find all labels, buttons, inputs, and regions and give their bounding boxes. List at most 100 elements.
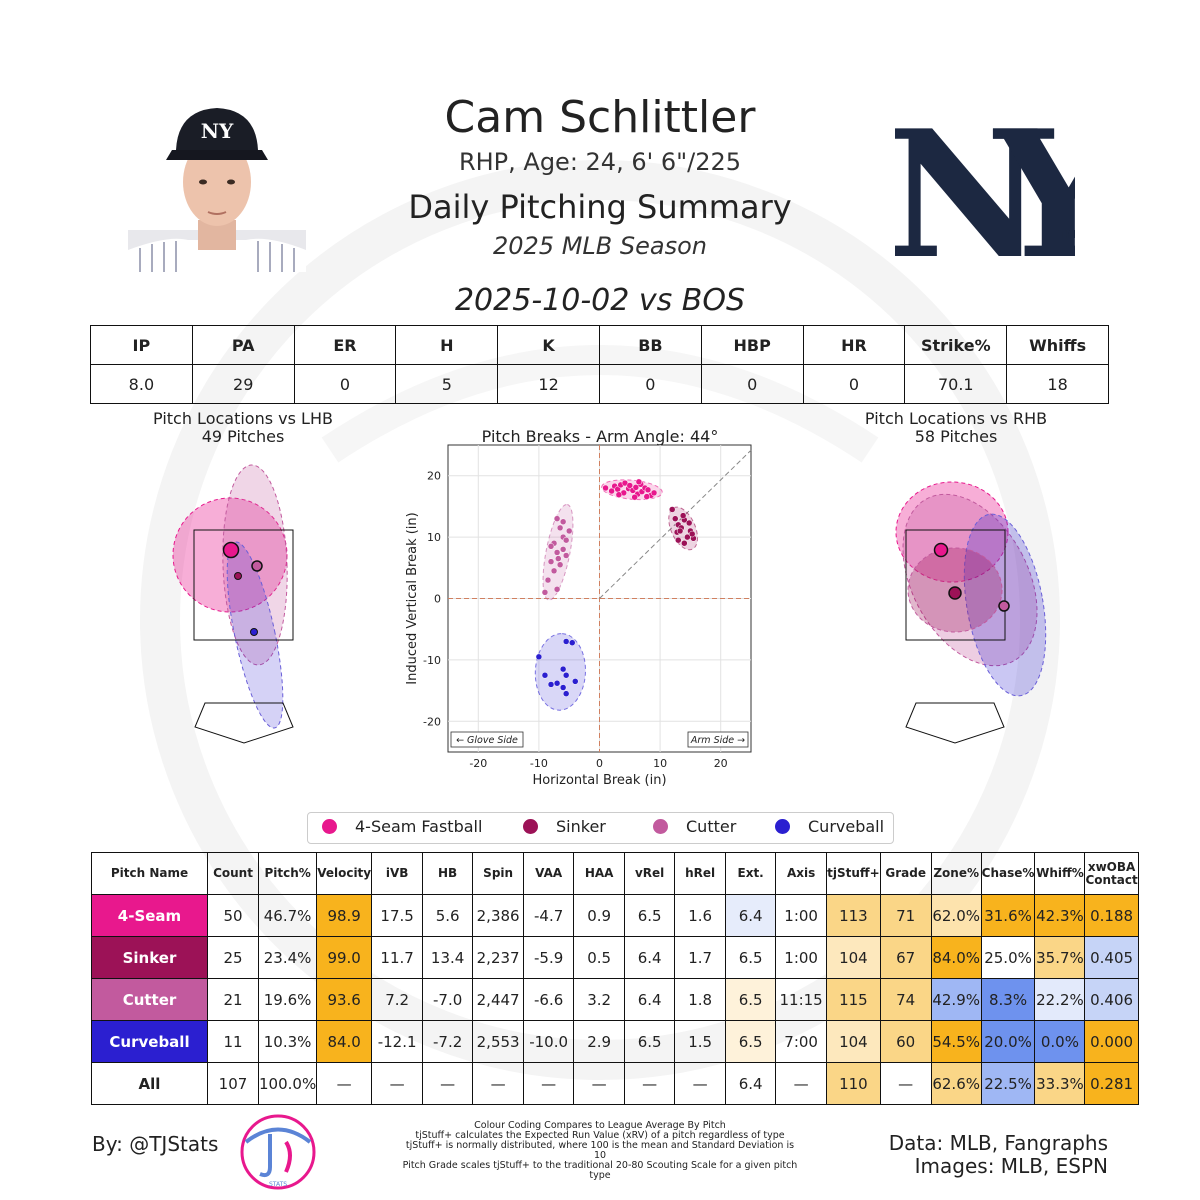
legend-dot bbox=[523, 819, 538, 834]
x-tick-label: 20 bbox=[714, 757, 728, 770]
break-point bbox=[555, 555, 562, 562]
pitch-metric-cell: 98.9 bbox=[316, 894, 373, 937]
pitch-metric-cell: -5.9 bbox=[523, 936, 575, 979]
break-point bbox=[559, 684, 567, 691]
pitch-metric-cell: 71 bbox=[879, 894, 932, 937]
game-label: 2025-10-02 vs BOS bbox=[454, 283, 746, 318]
lhb-fastball-mean bbox=[222, 541, 240, 559]
player-name: Cam Schlittler bbox=[444, 92, 756, 143]
pitch-metric-cell: -10.0 bbox=[523, 1020, 575, 1063]
pitch-metric-cell: 113 bbox=[826, 894, 881, 937]
box-value: 12 bbox=[497, 364, 600, 404]
pitch-metric-cell: 22.2% bbox=[1034, 978, 1086, 1021]
pitch-metric-cell: 107 bbox=[207, 1062, 259, 1105]
footer-note: Pitch Grade scales tjStuff+ to the tradi… bbox=[402, 1160, 798, 1181]
lhb-home-plate bbox=[194, 702, 294, 744]
season-label: 2025 MLB Season bbox=[493, 232, 707, 260]
pitch-table-header: Ext. bbox=[725, 852, 777, 895]
lhb-curveball-mean bbox=[250, 628, 258, 636]
footer-sources: Data: MLB, Fangraphs Images: MLB, ESPN bbox=[889, 1132, 1108, 1178]
pitch-metric-cell: — bbox=[879, 1062, 932, 1105]
rhb-fastball-mean bbox=[933, 542, 949, 558]
arm-side-label: Arm Side → bbox=[690, 735, 745, 746]
box-value: 8.0 bbox=[90, 364, 193, 404]
trademark-symbol: TM bbox=[1058, 228, 1075, 241]
pitch-table-header: iVB bbox=[371, 852, 424, 895]
break-point bbox=[615, 491, 623, 498]
pitch-metric-cell: 74 bbox=[879, 978, 932, 1021]
break-point bbox=[643, 493, 651, 500]
break-point bbox=[679, 512, 687, 519]
glove-side-label: ← Glove Side bbox=[456, 735, 518, 746]
pitch-metric-cell: 35.7% bbox=[1034, 936, 1086, 979]
pitch-metric-cell: 84.0 bbox=[316, 1020, 373, 1063]
pitch-metric-cell: 100.0% bbox=[257, 1062, 318, 1105]
break-point bbox=[631, 493, 638, 501]
box-value: 0 bbox=[293, 364, 397, 404]
break-point bbox=[688, 530, 696, 538]
pitch-metric-cell: 110 bbox=[826, 1062, 881, 1105]
glove-side-box bbox=[450, 731, 524, 748]
pitch-metric-cell: 0.406 bbox=[1084, 978, 1139, 1021]
break-point bbox=[547, 543, 555, 550]
legend-dot bbox=[775, 819, 790, 834]
pitch-metric-cell: 0.000 bbox=[1084, 1020, 1139, 1063]
pitch-table-header: vRel bbox=[624, 852, 676, 895]
rhb-strike-zone bbox=[905, 529, 1006, 641]
break-point bbox=[535, 653, 543, 661]
box-header: HBP bbox=[700, 325, 804, 365]
y-tick-label: -10 bbox=[423, 654, 441, 667]
pitch-metric-cell: 25 bbox=[207, 936, 259, 979]
box-header: PA bbox=[191, 325, 295, 365]
pitch-metric-cell: 0.0% bbox=[1034, 1020, 1086, 1063]
pitch-metric-cell: -4.7 bbox=[523, 894, 575, 937]
pitch-metric-cell: — bbox=[316, 1062, 373, 1105]
pitch-metric-cell: 10.3% bbox=[257, 1020, 318, 1063]
pitch-name-cell: Cutter bbox=[91, 978, 208, 1021]
rhb-pitch-count: 58 Pitches bbox=[914, 427, 998, 446]
break-point bbox=[681, 539, 688, 547]
pitch-metric-cell: 6.5 bbox=[624, 894, 676, 937]
legend-label: Sinker bbox=[556, 817, 606, 836]
pitch-metric-cell: 25.0% bbox=[980, 936, 1036, 979]
break-point bbox=[544, 576, 552, 584]
break-point bbox=[547, 681, 555, 688]
x-tick-label: -20 bbox=[469, 757, 487, 770]
box-score-header-row: IP PA ER H K BB HBP HR Strike% Whiffs bbox=[90, 325, 1109, 365]
pitch-metric-cell: 6.4 bbox=[725, 894, 777, 937]
box-header: ER bbox=[293, 325, 397, 365]
pitch-metric-cell: — bbox=[422, 1062, 474, 1105]
pitch-metric-cell: 19.6% bbox=[257, 978, 318, 1021]
lhb-pitch-count: 49 Pitches bbox=[201, 427, 285, 446]
box-value: 0 bbox=[598, 364, 702, 404]
x-tick-label: 10 bbox=[653, 757, 667, 770]
break-point bbox=[668, 506, 676, 513]
break-point bbox=[541, 589, 549, 596]
lhb-title: Pitch Locations vs LHB bbox=[153, 409, 333, 428]
pitch-metric-cell: 1:00 bbox=[775, 936, 828, 979]
pitch-metric-cell: 104 bbox=[826, 936, 881, 979]
break-point bbox=[672, 515, 679, 522]
pitch-metric-cell: 50 bbox=[207, 894, 259, 937]
pitch-metric-cell: 2,553 bbox=[472, 1020, 525, 1063]
break-point bbox=[565, 527, 573, 535]
break-point bbox=[562, 672, 570, 679]
break-point bbox=[562, 552, 570, 559]
break-point bbox=[632, 484, 640, 491]
lhb-location-plot bbox=[172, 464, 294, 744]
arm-side-box bbox=[687, 731, 749, 748]
pitch-metric-cell: — bbox=[624, 1062, 676, 1105]
rhb-home-plate bbox=[905, 702, 1005, 744]
breaks-chart-title: Pitch Breaks - Arm Angle: 44° bbox=[481, 427, 719, 446]
tjstats-logo-text: STATS bbox=[269, 1181, 287, 1188]
break-point bbox=[572, 678, 579, 685]
rhb-title: Pitch Locations vs RHB bbox=[864, 409, 1048, 428]
y-tick-label: 20 bbox=[427, 470, 441, 483]
break-point bbox=[562, 638, 570, 645]
pitch-metric-cell: 99.0 bbox=[316, 936, 373, 979]
pitch-metric-cell: — bbox=[573, 1062, 626, 1105]
box-value: 0 bbox=[700, 364, 804, 404]
pitch-metric-cell: 6.5 bbox=[725, 978, 777, 1021]
break-point bbox=[559, 518, 567, 525]
break-point bbox=[684, 533, 691, 541]
